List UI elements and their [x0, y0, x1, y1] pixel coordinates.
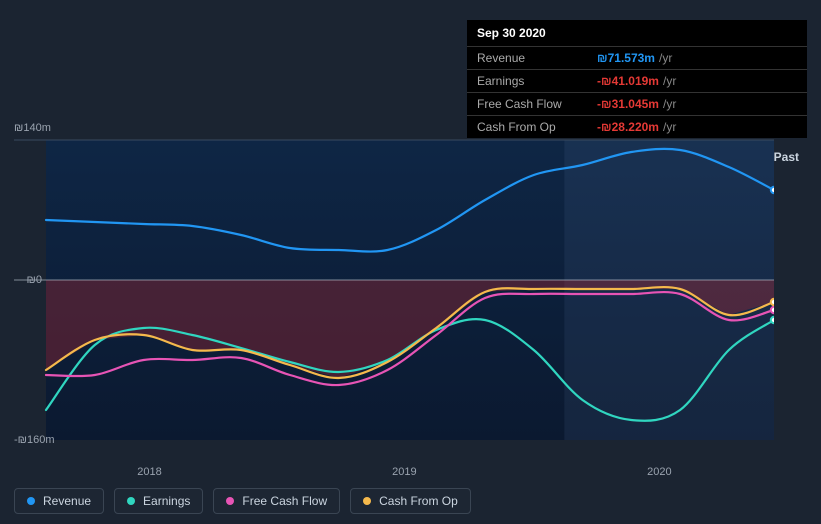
tooltip-row: Free Cash Flow-₪31.045m/yr: [467, 93, 807, 116]
y-axis-min: -₪160m: [14, 434, 42, 446]
tooltip-date: Sep 30 2020: [467, 20, 807, 47]
x-axis-label: 2020: [647, 466, 671, 478]
x-axis-labels: 2018 2019 2020: [46, 466, 807, 480]
tooltip-label: Cash From Op: [477, 120, 597, 134]
legend-item-earnings[interactable]: Earnings: [114, 488, 203, 514]
chart-legend: Revenue Earnings Free Cash Flow Cash From O…: [14, 488, 471, 514]
tooltip-unit: /yr: [663, 74, 676, 88]
x-axis-label: 2019: [392, 466, 416, 478]
legend-dot: [363, 497, 371, 505]
tooltip-row: Earnings-₪41.019m/yr: [467, 70, 807, 93]
legend-label: Cash From Op: [379, 494, 458, 508]
y-axis-zero: ₪0: [14, 274, 42, 286]
tooltip-value: ₪71.573m: [597, 51, 655, 65]
legend-item-free-cash-flow[interactable]: Free Cash Flow: [213, 488, 340, 514]
legend-dot: [27, 497, 35, 505]
financial-chart: ₪140m ₪0 -₪160m Past: [14, 120, 807, 464]
x-axis-label: 2018: [137, 466, 161, 478]
tooltip-label: Earnings: [477, 74, 597, 88]
tooltip-unit: /yr: [663, 120, 676, 134]
legend-label: Free Cash Flow: [242, 494, 327, 508]
tooltip-value: -₪31.045m: [597, 97, 659, 111]
tooltip-label: Free Cash Flow: [477, 97, 597, 111]
legend-dot: [127, 497, 135, 505]
legend-item-revenue[interactable]: Revenue: [14, 488, 104, 514]
tooltip-row: Revenue₪71.573m/yr: [467, 47, 807, 70]
chart-svg: [14, 120, 774, 440]
past-label: Past: [774, 150, 799, 164]
tooltip-row: Cash From Op-₪28.220m/yr: [467, 116, 807, 138]
legend-label: Revenue: [43, 494, 91, 508]
tooltip-value: -₪28.220m: [597, 120, 659, 134]
tooltip-unit: /yr: [663, 97, 676, 111]
tooltip-label: Revenue: [477, 51, 597, 65]
legend-dot: [226, 497, 234, 505]
tooltip-value: -₪41.019m: [597, 74, 659, 88]
chart-tooltip: Sep 30 2020 Revenue₪71.573m/yrEarnings-₪…: [467, 20, 807, 138]
tooltip-unit: /yr: [659, 51, 672, 65]
y-axis-max: ₪140m: [14, 122, 42, 134]
legend-label: Earnings: [143, 494, 190, 508]
legend-item-cash-from-op[interactable]: Cash From Op: [350, 488, 471, 514]
